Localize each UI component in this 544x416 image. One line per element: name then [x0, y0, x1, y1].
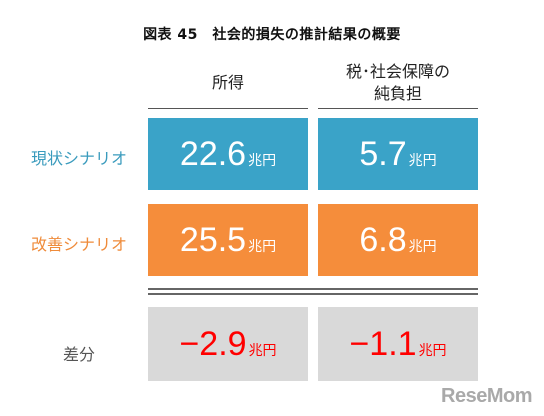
row-label-current: 現状シナリオ	[30, 149, 127, 168]
value: −2.9	[179, 325, 247, 363]
unit: 兆円	[248, 153, 277, 169]
column-header-income-text: 所得	[211, 73, 244, 92]
column-header-net-burden-line1: 税･社会保障の	[345, 62, 450, 81]
cell-difference-income: −2.9 兆円	[148, 307, 308, 381]
value: 22.6	[179, 135, 247, 173]
column-header-net-burden: 税･社会保障の 純負担	[318, 61, 478, 105]
cell-difference-net-burden: −1.1 兆円	[318, 307, 478, 381]
value: 6.8	[359, 221, 407, 259]
unit: 兆円	[418, 343, 447, 359]
row-label-difference: 差分	[62, 345, 95, 364]
unit: 兆円	[408, 239, 437, 255]
resemom-logo: ReseMom	[441, 385, 532, 407]
column-header-net-burden-line2: 純負担	[373, 84, 422, 103]
row-label-improved: 改善シナリオ	[30, 235, 127, 254]
divider-double-line-top	[148, 288, 478, 290]
value: 25.5	[179, 221, 247, 259]
column-header-income: 所得	[148, 72, 308, 94]
cell-current-income: 22.6 兆円	[148, 118, 308, 190]
column-underline-income	[148, 108, 308, 109]
value: 5.7	[359, 135, 407, 173]
cell-improved-income: 25.5 兆円	[148, 204, 308, 276]
value: −1.1	[349, 325, 417, 363]
unit: 兆円	[248, 239, 277, 255]
figure-title: 図表 45 社会的損失の推計結果の概要	[143, 27, 401, 43]
column-underline-net-burden	[318, 108, 478, 109]
unit: 兆円	[408, 153, 437, 169]
cell-improved-net-burden: 6.8 兆円	[318, 204, 478, 276]
divider-double-line-bottom	[148, 293, 478, 295]
unit: 兆円	[248, 343, 277, 359]
cell-current-net-burden: 5.7 兆円	[318, 118, 478, 190]
